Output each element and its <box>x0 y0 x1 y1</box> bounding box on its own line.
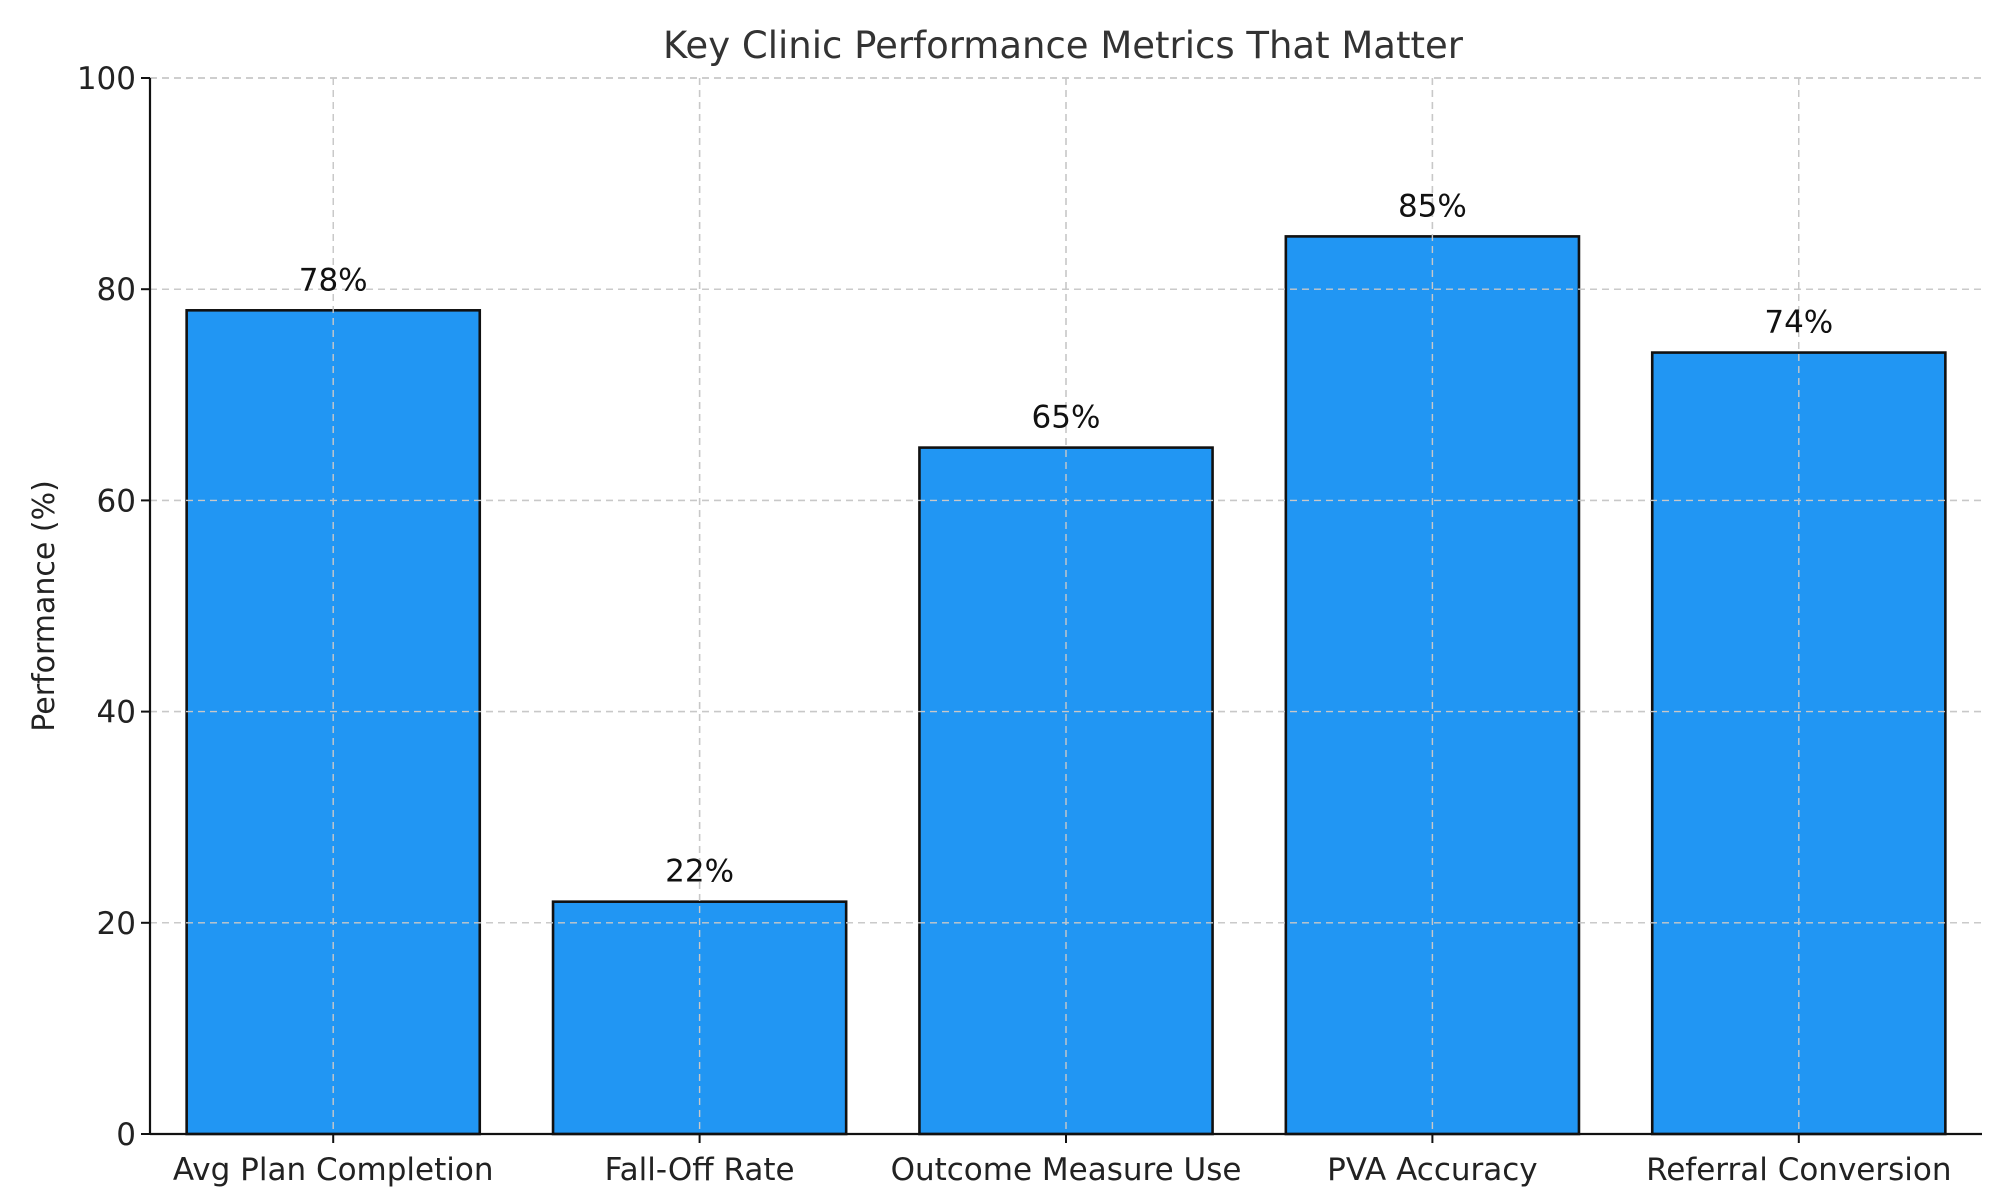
bar-data-label: 65% <box>1032 400 1101 436</box>
y-tick-label: 100 <box>77 61 136 97</box>
y-tick-label: 0 <box>116 1117 136 1153</box>
x-tick-label: PVA Accuracy <box>1327 1152 1538 1188</box>
bar <box>185 309 482 1136</box>
bars-layer <box>150 77 1982 1136</box>
y-tick-label: 40 <box>97 695 136 731</box>
y-axis-label: Performance (%) <box>27 480 62 732</box>
x-tick-label: Outcome Measure Use <box>891 1152 1242 1188</box>
labels-layer: 0 20 40 60 80 100 78% 22% 65% 85% 74% Avg Plan Comp… <box>77 61 1952 1188</box>
axes-layer <box>141 77 1982 1143</box>
x-tick-label: Referral Conversion <box>1646 1152 1951 1188</box>
bar-data-label: 78% <box>299 262 368 298</box>
y-tick-label: 20 <box>97 906 136 942</box>
x-tick-label: Avg Plan Completion <box>173 1152 494 1188</box>
y-tick-label: 60 <box>97 483 136 519</box>
y-tick-label: 80 <box>97 272 136 308</box>
bar-data-label: 85% <box>1398 188 1467 224</box>
chart-title: Key Clinic Performance Metrics That Matt… <box>663 24 1464 67</box>
x-tick-label: Fall-Off Rate <box>605 1152 795 1188</box>
bar-data-label: 74% <box>1764 305 1833 341</box>
bar-data-label: 22% <box>665 854 734 890</box>
